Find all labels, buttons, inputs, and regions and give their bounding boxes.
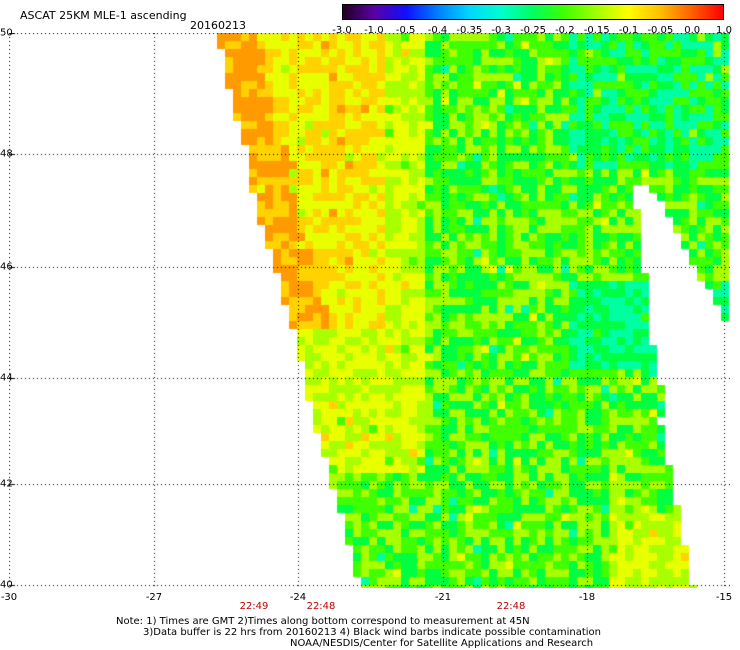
lon-label-minus24: -24 <box>289 592 307 603</box>
note-line-3: NOAA/NESDIS/Center for Satellite Applica… <box>290 638 594 649</box>
color-scale-tick: -3.0 <box>332 25 352 36</box>
lat-label-40: 40 <box>0 579 13 591</box>
lon-label-minus30: -30 <box>0 592 18 603</box>
lat-label-44: 44 <box>0 372 13 384</box>
lat-label-42: 42 <box>0 478 13 490</box>
lat-label-50: 50 <box>0 27 13 39</box>
map-title: ASCAT 25KM MLE-1 ascending <box>20 9 187 22</box>
color-scale-tick: -0.25 <box>520 25 546 36</box>
lon-label-minus21: -21 <box>434 592 452 603</box>
time-label: 22:49 <box>239 601 269 612</box>
color-scale-tick: -0.3 <box>491 25 511 36</box>
note-line-2: 3)Data buffer is 22 hrs from 20160213 4)… <box>143 627 601 638</box>
color-scale-tick: -0.4 <box>427 25 448 36</box>
lat-label-48: 48 <box>0 148 13 160</box>
lon-label-minus18: -18 <box>578 592 596 603</box>
color-scale-tick: -1.0 <box>364 25 384 36</box>
time-label: 22:48 <box>496 601 526 612</box>
note-line-1: Note: 1) Times are GMT 2)Times along bot… <box>116 616 530 627</box>
color-scale-tick: -0.5 <box>395 25 416 36</box>
color-scale-tick: -0.35 <box>456 25 483 36</box>
time-label: 22:48 <box>306 601 336 612</box>
lat-label-46: 46 <box>0 261 13 273</box>
color-scale-tick: -0.2 <box>555 25 575 36</box>
color-scale-tick: -0.1 <box>618 25 639 36</box>
color-scale-bar <box>342 4 724 20</box>
color-scale-tick: -0.05 <box>647 25 674 36</box>
color-scale-tick: -0.15 <box>583 25 610 36</box>
swath-map <box>9 33 730 588</box>
lon-label-minus27: -27 <box>145 592 163 603</box>
color-scale-tick: 0.0 <box>684 25 701 36</box>
map-date: 20160213 <box>190 19 246 32</box>
color-scale-tick: 1.0 <box>716 25 732 36</box>
lon-label-minus15: -15 <box>715 592 733 603</box>
